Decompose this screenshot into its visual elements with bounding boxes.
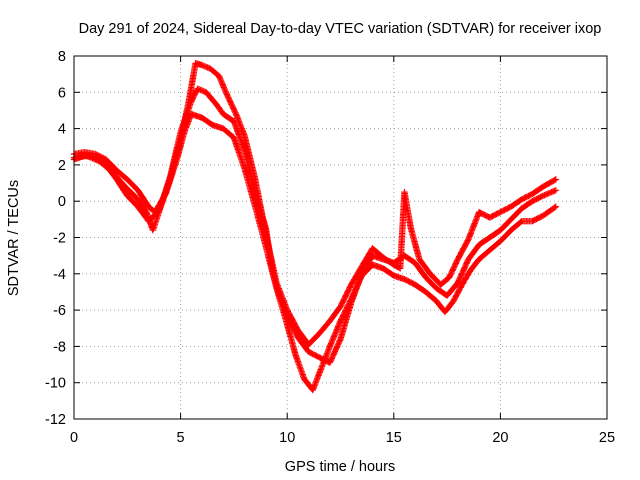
y-tick-label: -2 bbox=[53, 231, 66, 247]
y-tick-label: -12 bbox=[45, 412, 66, 428]
x-tick-label: 15 bbox=[386, 430, 402, 446]
y-tick-label: -6 bbox=[53, 303, 66, 319]
plot-frame bbox=[73, 55, 608, 420]
series-track-2 bbox=[70, 110, 560, 366]
series-markers bbox=[70, 110, 560, 366]
data-series bbox=[70, 60, 560, 394]
x-tick-label: 25 bbox=[599, 430, 615, 446]
y-tick-label: 0 bbox=[58, 194, 66, 210]
y-tick-label: -4 bbox=[53, 267, 66, 283]
x-axis-label: GPS time / hours bbox=[285, 459, 395, 475]
axis-ticks: 0 5 10 15 20 25 -12 -10 -8 -6 -4 -2 0 2 4 6 8 bbox=[45, 49, 615, 446]
y-axis-label: SDTVAR / TECUs bbox=[6, 180, 22, 296]
y-tick-label: 2 bbox=[58, 158, 66, 174]
x-tick-label: 10 bbox=[279, 430, 295, 446]
y-tick-label: -10 bbox=[45, 376, 66, 392]
x-tick-label: 5 bbox=[177, 430, 185, 446]
y-tick-label: 8 bbox=[58, 49, 66, 65]
chart-title: Day 291 of 2024, Sidereal Day-to-day VTE… bbox=[79, 21, 602, 37]
grid-lines bbox=[74, 56, 607, 419]
y-tick-label: -8 bbox=[53, 339, 66, 355]
series-track-3 bbox=[70, 60, 560, 348]
x-tick-label: 20 bbox=[492, 430, 508, 446]
series-markers bbox=[70, 60, 560, 348]
y-tick-label: 4 bbox=[58, 122, 66, 138]
y-tick-label: 6 bbox=[58, 85, 66, 101]
x-tick-label: 0 bbox=[70, 430, 78, 446]
